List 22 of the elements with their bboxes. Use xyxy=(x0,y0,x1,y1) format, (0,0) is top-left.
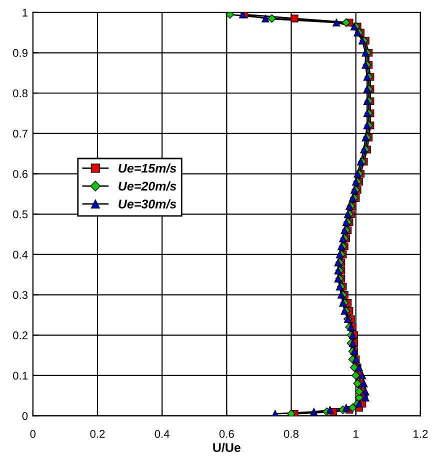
x-tick-label: 1.2 xyxy=(414,430,428,438)
x-tick-label: 0.6 xyxy=(219,430,234,438)
y-tick-label: 0.3 xyxy=(13,291,28,299)
y-tick-label: 0.9 xyxy=(13,49,28,57)
y-tick-label: 0.1 xyxy=(13,372,28,380)
y-tick-label: 0.8 xyxy=(13,89,28,98)
x-tick-label: 1 xyxy=(354,430,358,438)
y-tick-label: 0 xyxy=(22,412,28,420)
x-tick-label: 0.8 xyxy=(284,430,299,438)
x-tick-label: 0.4 xyxy=(154,430,170,438)
y-tick-label: 0.6 xyxy=(13,170,28,178)
x-axis-title: U/Ue xyxy=(213,442,240,452)
y-tick-label: 1 xyxy=(22,8,28,16)
legend-label: Ue=30m/s xyxy=(118,199,176,209)
y-tick-label: 0.7 xyxy=(13,130,28,138)
legend-label: Ue=15m/s xyxy=(118,163,176,173)
x-tick-label: 0 xyxy=(30,430,36,438)
x-tick-label: 0.2 xyxy=(90,430,105,438)
y-tick-label: 0.4 xyxy=(13,250,28,259)
legend-label: Ue=20m/s xyxy=(118,181,176,191)
y-tick-label: 0.5 xyxy=(13,210,28,218)
y-tick-label: 0.2 xyxy=(13,331,28,340)
